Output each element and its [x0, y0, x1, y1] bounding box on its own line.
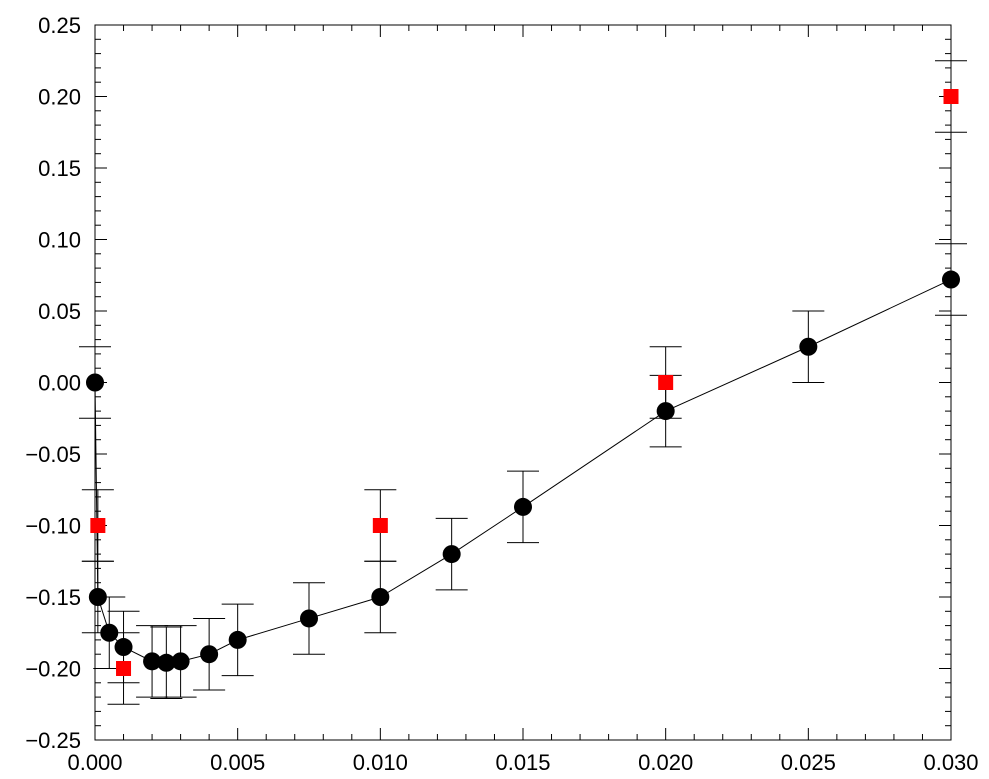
error-bars: [79, 243, 967, 700]
x-tick-label: 0.030: [923, 750, 978, 775]
series-square: [81, 60, 967, 705]
x-tick-label: 0.000: [67, 750, 122, 775]
data-point: [171, 652, 190, 671]
data-point: [90, 518, 106, 533]
data-point: [372, 518, 388, 533]
x-tick-label: 0.015: [495, 750, 550, 775]
data-point: [88, 588, 107, 606]
x-tick-label: 0.025: [781, 750, 836, 775]
y-tick-label: −0.15: [25, 585, 81, 610]
data-point: [442, 545, 461, 564]
data-point: [942, 270, 960, 289]
data-point: [799, 337, 818, 356]
series-circle: [79, 243, 967, 700]
data-point: [143, 652, 162, 671]
data-point: [86, 373, 104, 392]
y-tick-label: 0.20: [38, 85, 81, 110]
data-point: [228, 630, 247, 649]
minor-ticks: [95, 25, 951, 740]
x-tick-label: 0.010: [353, 750, 408, 775]
y-tick-label: −0.10: [25, 514, 81, 539]
x-tick-label: 0.005: [210, 750, 265, 775]
y-tick-label: 0.05: [38, 299, 81, 324]
error-bars: [81, 60, 967, 705]
series-line: [94, 279, 952, 664]
y-tick-label: −0.25: [25, 728, 81, 753]
data-point: [514, 497, 532, 516]
data-point: [300, 609, 318, 628]
y-tick-label: 0.10: [38, 228, 81, 253]
y-tick-label: 0.15: [38, 156, 81, 181]
data-point: [658, 375, 674, 390]
y-tick-label: 0.00: [38, 371, 81, 396]
data-point: [157, 653, 176, 672]
y-tick-labels: 0.25 0.20 0.15 0.10 0.05 0.00 −0.05 −0.10 −0.15 −…: [25, 13, 81, 753]
data-point: [943, 89, 959, 104]
y-tick-label: 0.25: [38, 13, 81, 38]
series-layer: [79, 60, 967, 705]
x-tick-labels: 0.000 0.005 0.010 0.015 0.020 0.025 0.030: [67, 750, 978, 775]
y-tick-label: −0.20: [25, 657, 81, 682]
x-tick-label: 0.020: [638, 750, 693, 775]
data-point: [116, 661, 132, 676]
data-point: [200, 645, 219, 664]
data-point: [371, 588, 390, 606]
y-tick-label: −0.05: [25, 442, 81, 467]
